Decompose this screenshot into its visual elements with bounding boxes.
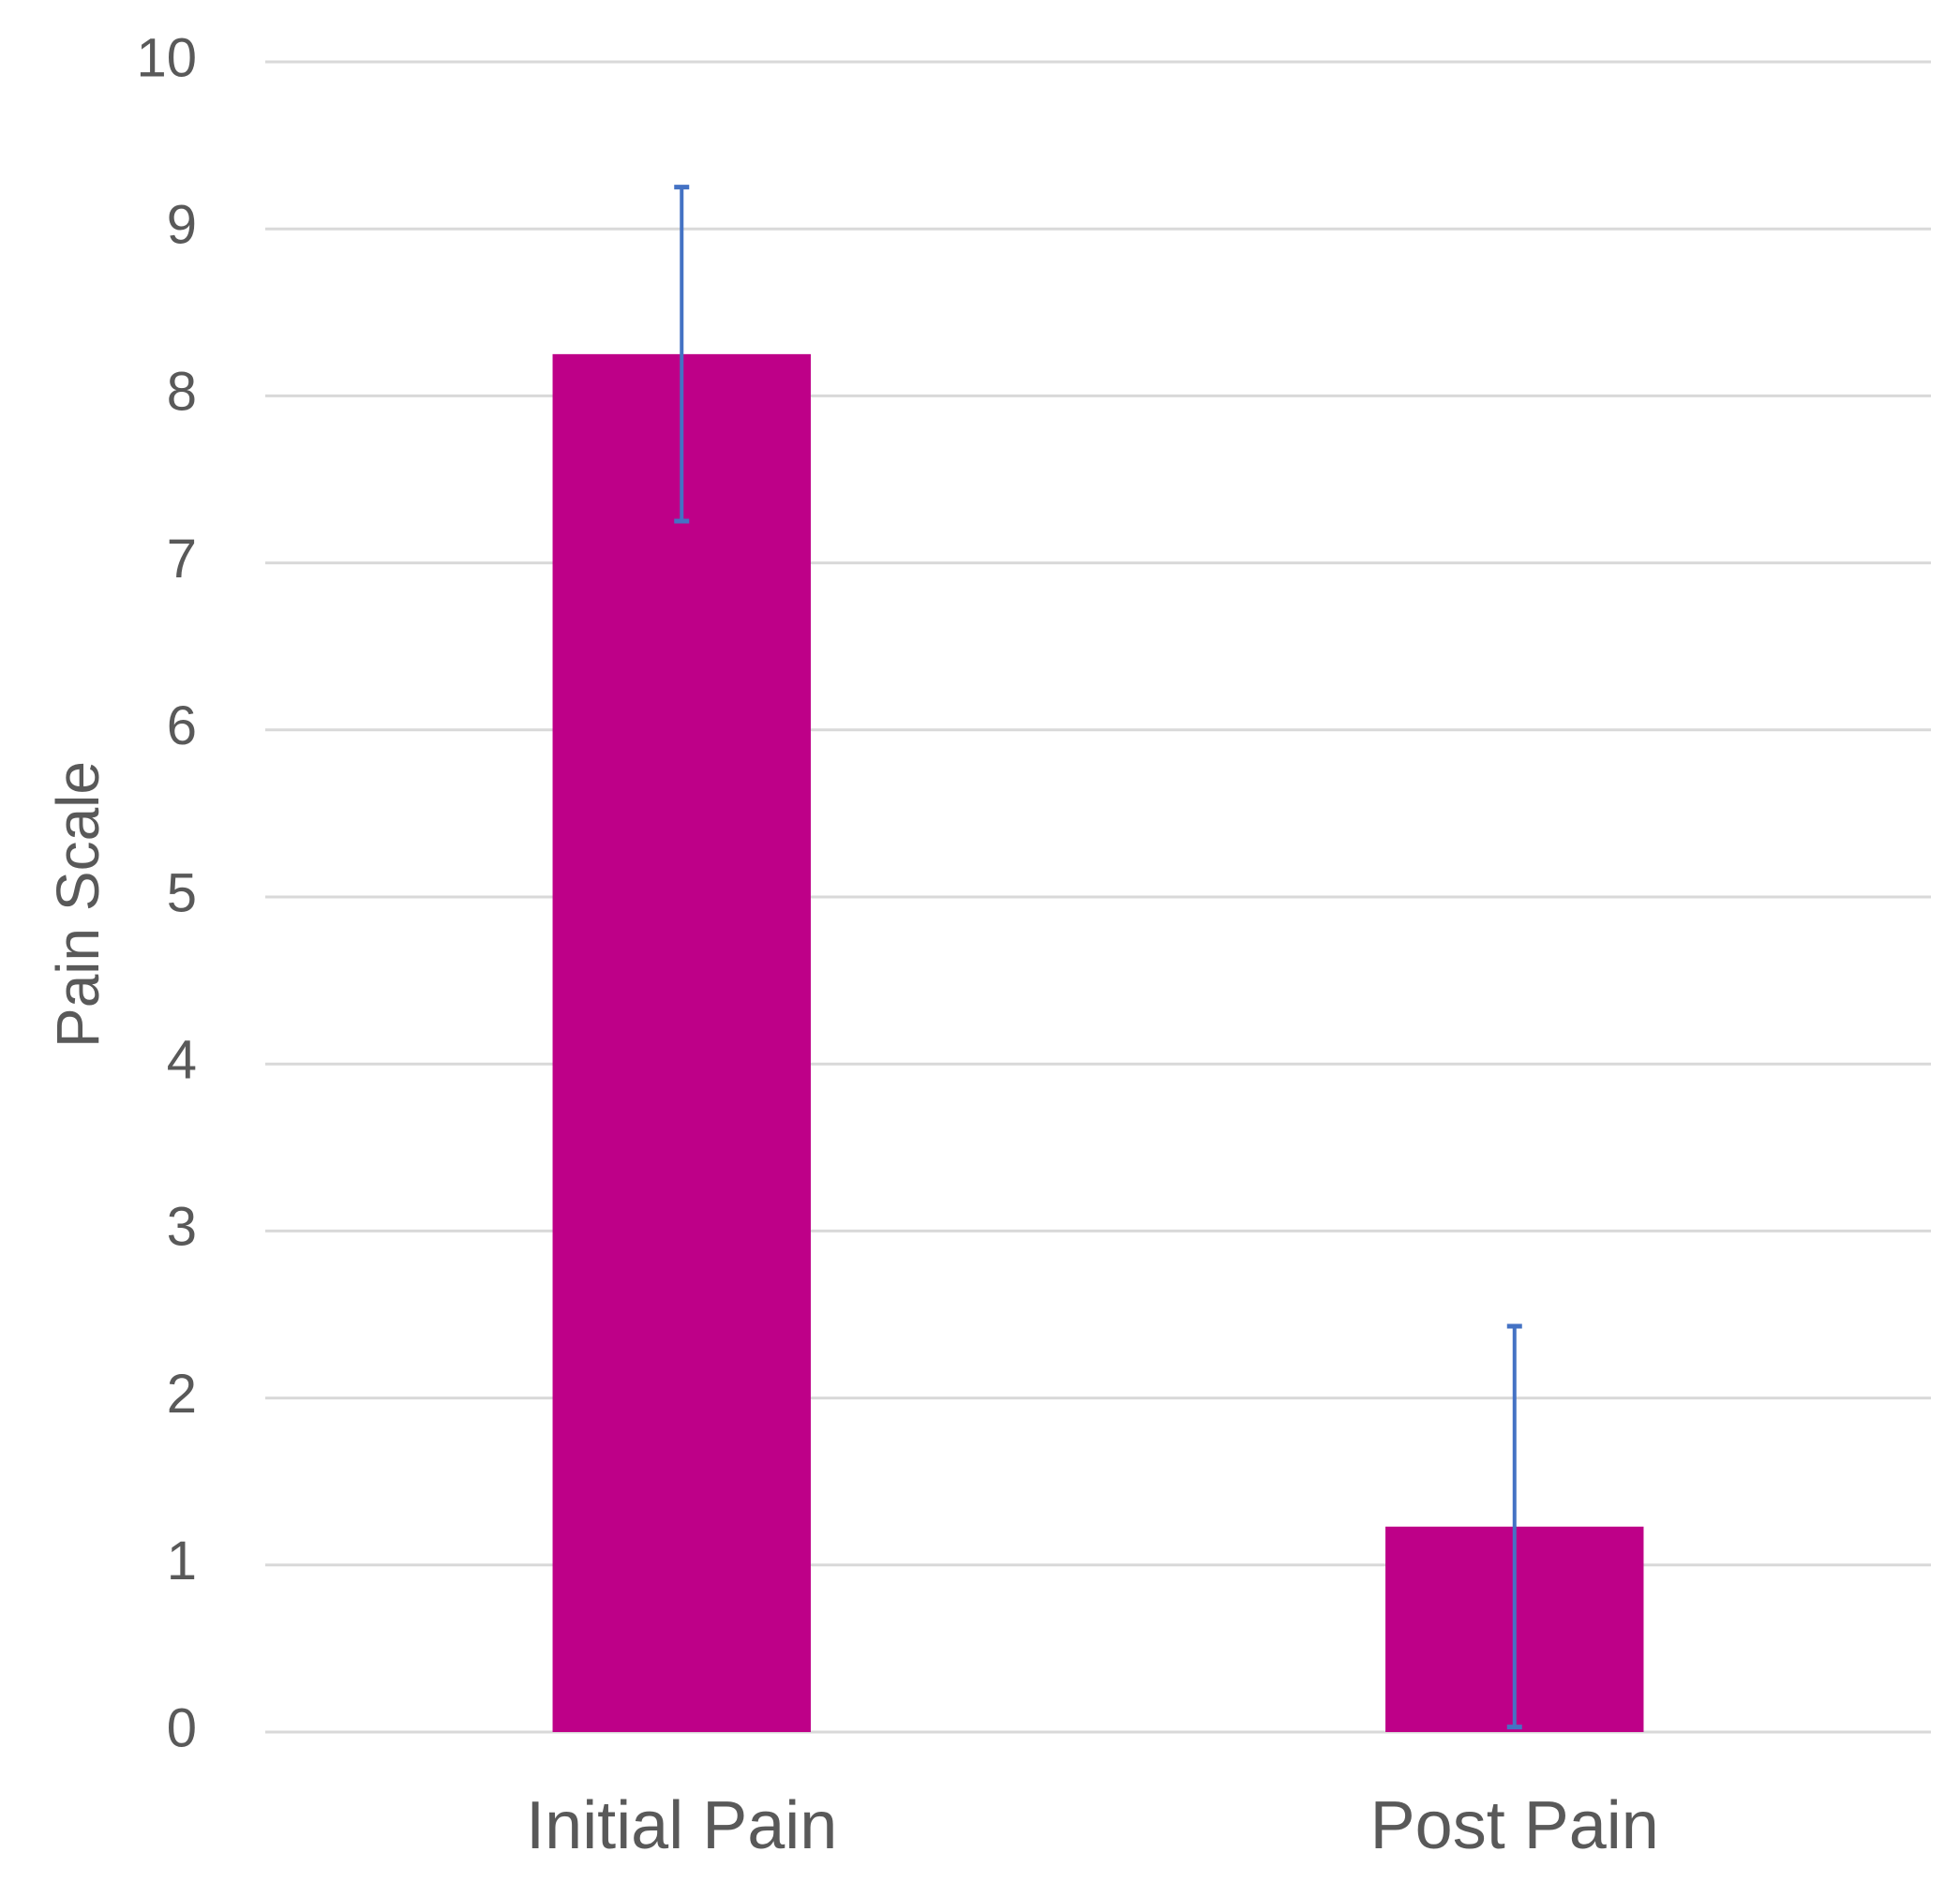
error-bars <box>674 185 1522 1730</box>
x-category-label: Initial Pain <box>526 1788 837 1863</box>
y-tick-label: 7 <box>167 529 197 590</box>
gridlines <box>265 60 1931 1734</box>
y-tick-label: 0 <box>167 1697 197 1758</box>
x-axis-categories: Initial Pain Post Pain <box>526 1788 1659 1863</box>
y-tick-label: 6 <box>167 695 197 756</box>
y-tick-label: 3 <box>167 1197 197 1258</box>
x-category-label: Post Pain <box>1370 1788 1659 1863</box>
y-tick-label: 9 <box>167 195 197 256</box>
bars <box>552 353 1644 1733</box>
bar <box>552 353 811 1733</box>
y-tick-label: 10 <box>136 27 197 88</box>
y-tick-label: 8 <box>167 362 197 423</box>
y-tick-label: 5 <box>167 862 197 923</box>
y-axis-title: Pain Scale <box>44 761 112 1048</box>
y-tick-label: 1 <box>167 1531 197 1591</box>
y-axis-ticks: 0 1 2 3 4 5 6 7 8 9 10 <box>136 27 197 1758</box>
y-tick-label: 2 <box>167 1364 197 1425</box>
y-tick-label: 4 <box>167 1030 197 1091</box>
